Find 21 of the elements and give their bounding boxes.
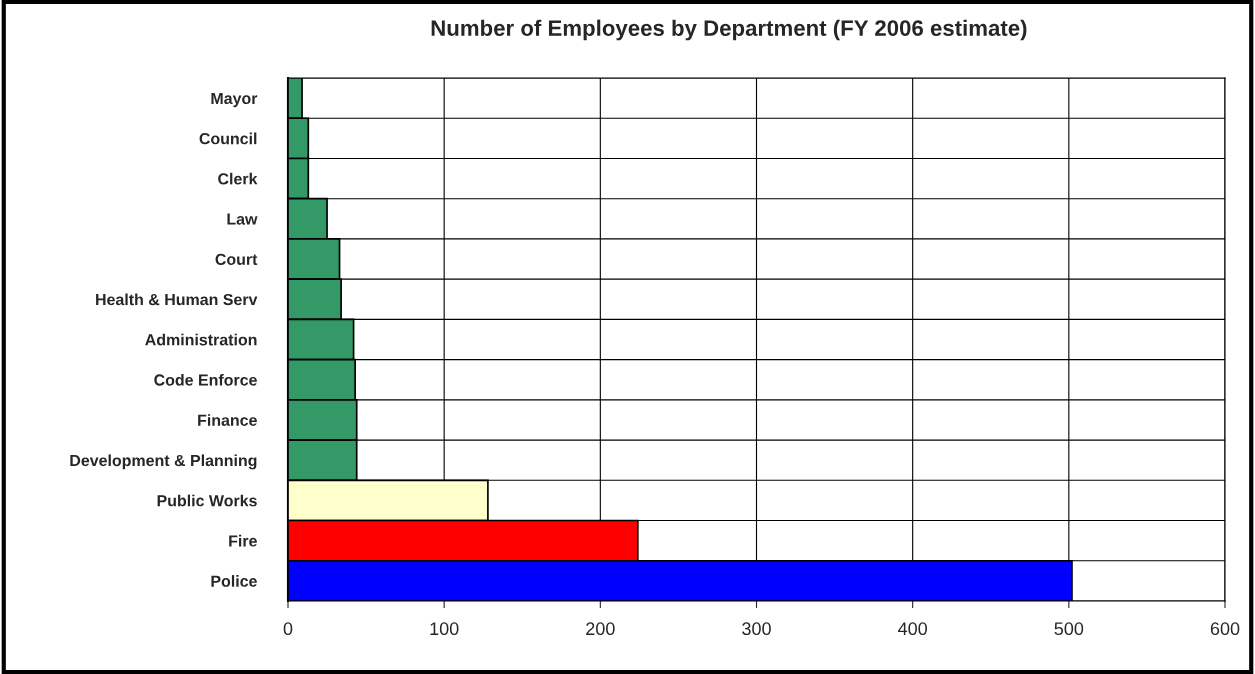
y-tick-label: Health & Human Serv [96, 293, 258, 306]
y-tick-label: Finance [198, 414, 257, 426]
x-tick-label: 600 [1210, 622, 1240, 636]
y-tick-label: Public Works [157, 494, 257, 507]
y-tick-label: Clerk [218, 172, 258, 185]
x-tick-label: 400 [898, 622, 928, 636]
y-tick-label: Code Enforce [154, 373, 257, 386]
y-tick-label: Fire [229, 534, 257, 547]
x-tick-label: 200 [586, 622, 615, 636]
y-tick-label: Law [227, 213, 258, 225]
x-tick-label: 300 [742, 622, 771, 636]
y-tick-label: Council [199, 132, 257, 145]
y-tick-label: Development & Planning [70, 454, 257, 470]
x-tick-label: 100 [430, 622, 459, 636]
x-tick-label: 500 [1054, 622, 1084, 636]
y-tick-label: Mayor [211, 92, 258, 108]
x-tick-label: 0 [283, 622, 293, 636]
y-tick-label: Court [215, 253, 258, 265]
y-tick-label: Police [211, 575, 257, 587]
y-tick-label: Administration [145, 333, 257, 346]
chart-title: Number of Employees by Department (FY 2006 estimate) [431, 19, 1027, 41]
